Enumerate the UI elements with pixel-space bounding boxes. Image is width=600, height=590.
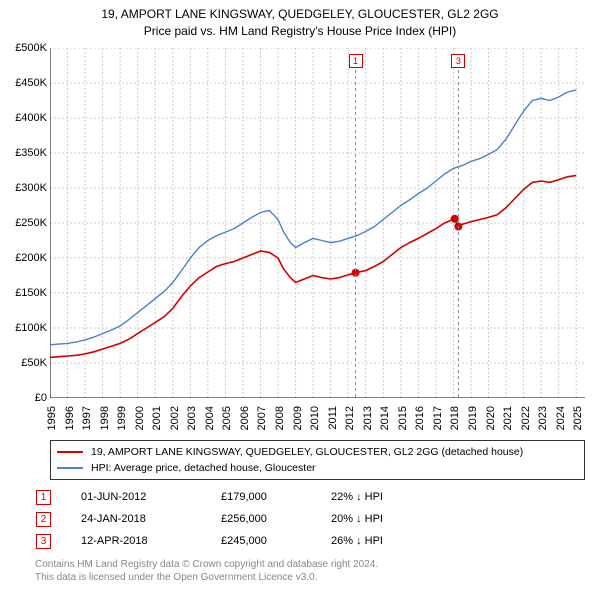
x-tick-label: 2002 bbox=[169, 406, 181, 430]
sales-marker-box: 1 bbox=[36, 490, 51, 505]
legend-label: HPI: Average price, detached house, Glou… bbox=[91, 462, 316, 474]
sales-table: 1 01-JUN-2012£179,00022% ↓ HPI 2 24-JAN-201… bbox=[36, 486, 451, 552]
sales-row: 2 24-JAN-2018£256,00020% ↓ HPI bbox=[36, 508, 451, 530]
x-tick-label: 2018 bbox=[449, 406, 461, 430]
y-tick-label: £350K bbox=[2, 147, 47, 159]
x-tick-label: 2022 bbox=[520, 406, 532, 430]
chart-marker-3: 3 bbox=[451, 54, 465, 68]
chart-container: 19, AMPORT LANE KINGSWAY, QUEDGELEY, GLO… bbox=[0, 0, 600, 590]
y-tick-label: £0 bbox=[2, 392, 47, 404]
x-tick-label: 1996 bbox=[64, 406, 76, 430]
legend-item: 19, AMPORT LANE KINGSWAY, QUEDGELEY, GLO… bbox=[57, 444, 578, 460]
title-subtitle: Price paid vs. HM Land Registry's House … bbox=[0, 23, 600, 40]
x-tick-label: 2005 bbox=[221, 406, 233, 430]
sales-row: 1 01-JUN-2012£179,00022% ↓ HPI bbox=[36, 486, 451, 508]
x-tick-label: 2023 bbox=[537, 406, 549, 430]
title-block: 19, AMPORT LANE KINGSWAY, QUEDGELEY, GLO… bbox=[0, 0, 600, 40]
x-tick-label: 1997 bbox=[81, 406, 93, 430]
y-tick-label: £250K bbox=[2, 217, 47, 229]
legend-swatch bbox=[57, 451, 83, 453]
sales-date: 12-APR-2018 bbox=[81, 535, 221, 547]
sales-marker-box: 2 bbox=[36, 512, 51, 527]
y-tick-label: £450K bbox=[2, 77, 47, 89]
legend-item: HPI: Average price, detached house, Glou… bbox=[57, 460, 578, 476]
x-tick-label: 2015 bbox=[397, 406, 409, 430]
x-tick-label: 2016 bbox=[414, 406, 426, 430]
x-tick-label: 2017 bbox=[432, 406, 444, 430]
title-address: 19, AMPORT LANE KINGSWAY, QUEDGELEY, GLO… bbox=[0, 6, 600, 23]
x-tick-label: 2021 bbox=[502, 406, 514, 430]
y-tick-label: £100K bbox=[2, 322, 47, 334]
x-tick-label: 2025 bbox=[572, 406, 584, 430]
x-tick-label: 2010 bbox=[309, 406, 321, 430]
y-tick-label: £300K bbox=[2, 182, 47, 194]
sales-row: 3 12-APR-2018£245,00026% ↓ HPI bbox=[36, 530, 451, 552]
x-tick-label: 2011 bbox=[327, 406, 339, 430]
chart-marker-1: 1 bbox=[349, 54, 363, 68]
y-tick-label: £200K bbox=[2, 252, 47, 264]
x-tick-label: 2006 bbox=[239, 406, 251, 430]
sales-price: £256,000 bbox=[221, 513, 331, 525]
sales-pct: 26% ↓ HPI bbox=[331, 535, 451, 547]
x-tick-label: 2012 bbox=[344, 406, 356, 430]
x-tick-label: 1995 bbox=[46, 406, 58, 430]
legend-label: 19, AMPORT LANE KINGSWAY, QUEDGELEY, GLO… bbox=[91, 446, 523, 458]
x-tick-label: 2003 bbox=[186, 406, 198, 430]
y-tick-label: £400K bbox=[2, 112, 47, 124]
x-tick-label: 1999 bbox=[116, 406, 128, 430]
sales-date: 24-JAN-2018 bbox=[81, 513, 221, 525]
sales-price: £179,000 bbox=[221, 491, 331, 503]
x-tick-label: 2019 bbox=[467, 406, 479, 430]
x-tick-label: 2009 bbox=[292, 406, 304, 430]
sales-pct: 22% ↓ HPI bbox=[331, 491, 451, 503]
x-tick-label: 2000 bbox=[134, 406, 146, 430]
x-tick-label: 2013 bbox=[362, 406, 374, 430]
footer-line2: This data is licensed under the Open Gov… bbox=[35, 571, 378, 584]
sales-date: 01-JUN-2012 bbox=[81, 491, 221, 503]
x-tick-label: 2020 bbox=[485, 406, 497, 430]
x-tick-label: 2014 bbox=[379, 406, 391, 430]
footer-line1: Contains HM Land Registry data © Crown c… bbox=[35, 558, 378, 571]
chart-area: £0£50K£100K£150K£200K£250K£300K£350K£400… bbox=[50, 48, 585, 398]
y-tick-label: £150K bbox=[2, 287, 47, 299]
legend-swatch bbox=[57, 467, 83, 469]
x-tick-label: 1998 bbox=[99, 406, 111, 430]
sales-marker-box: 3 bbox=[36, 534, 51, 549]
x-tick-label: 2024 bbox=[555, 406, 567, 430]
sales-pct: 20% ↓ HPI bbox=[331, 513, 451, 525]
sales-price: £245,000 bbox=[221, 535, 331, 547]
x-tick-label: 2001 bbox=[151, 406, 163, 430]
legend: 19, AMPORT LANE KINGSWAY, QUEDGELEY, GLO… bbox=[50, 440, 585, 480]
x-tick-label: 2008 bbox=[274, 406, 286, 430]
chart-svg bbox=[50, 48, 585, 398]
footer-attribution: Contains HM Land Registry data © Crown c… bbox=[35, 558, 378, 584]
y-tick-label: £500K bbox=[2, 42, 47, 54]
x-tick-label: 2007 bbox=[256, 406, 268, 430]
x-tick-label: 2004 bbox=[204, 406, 216, 430]
y-tick-label: £50K bbox=[2, 357, 47, 369]
